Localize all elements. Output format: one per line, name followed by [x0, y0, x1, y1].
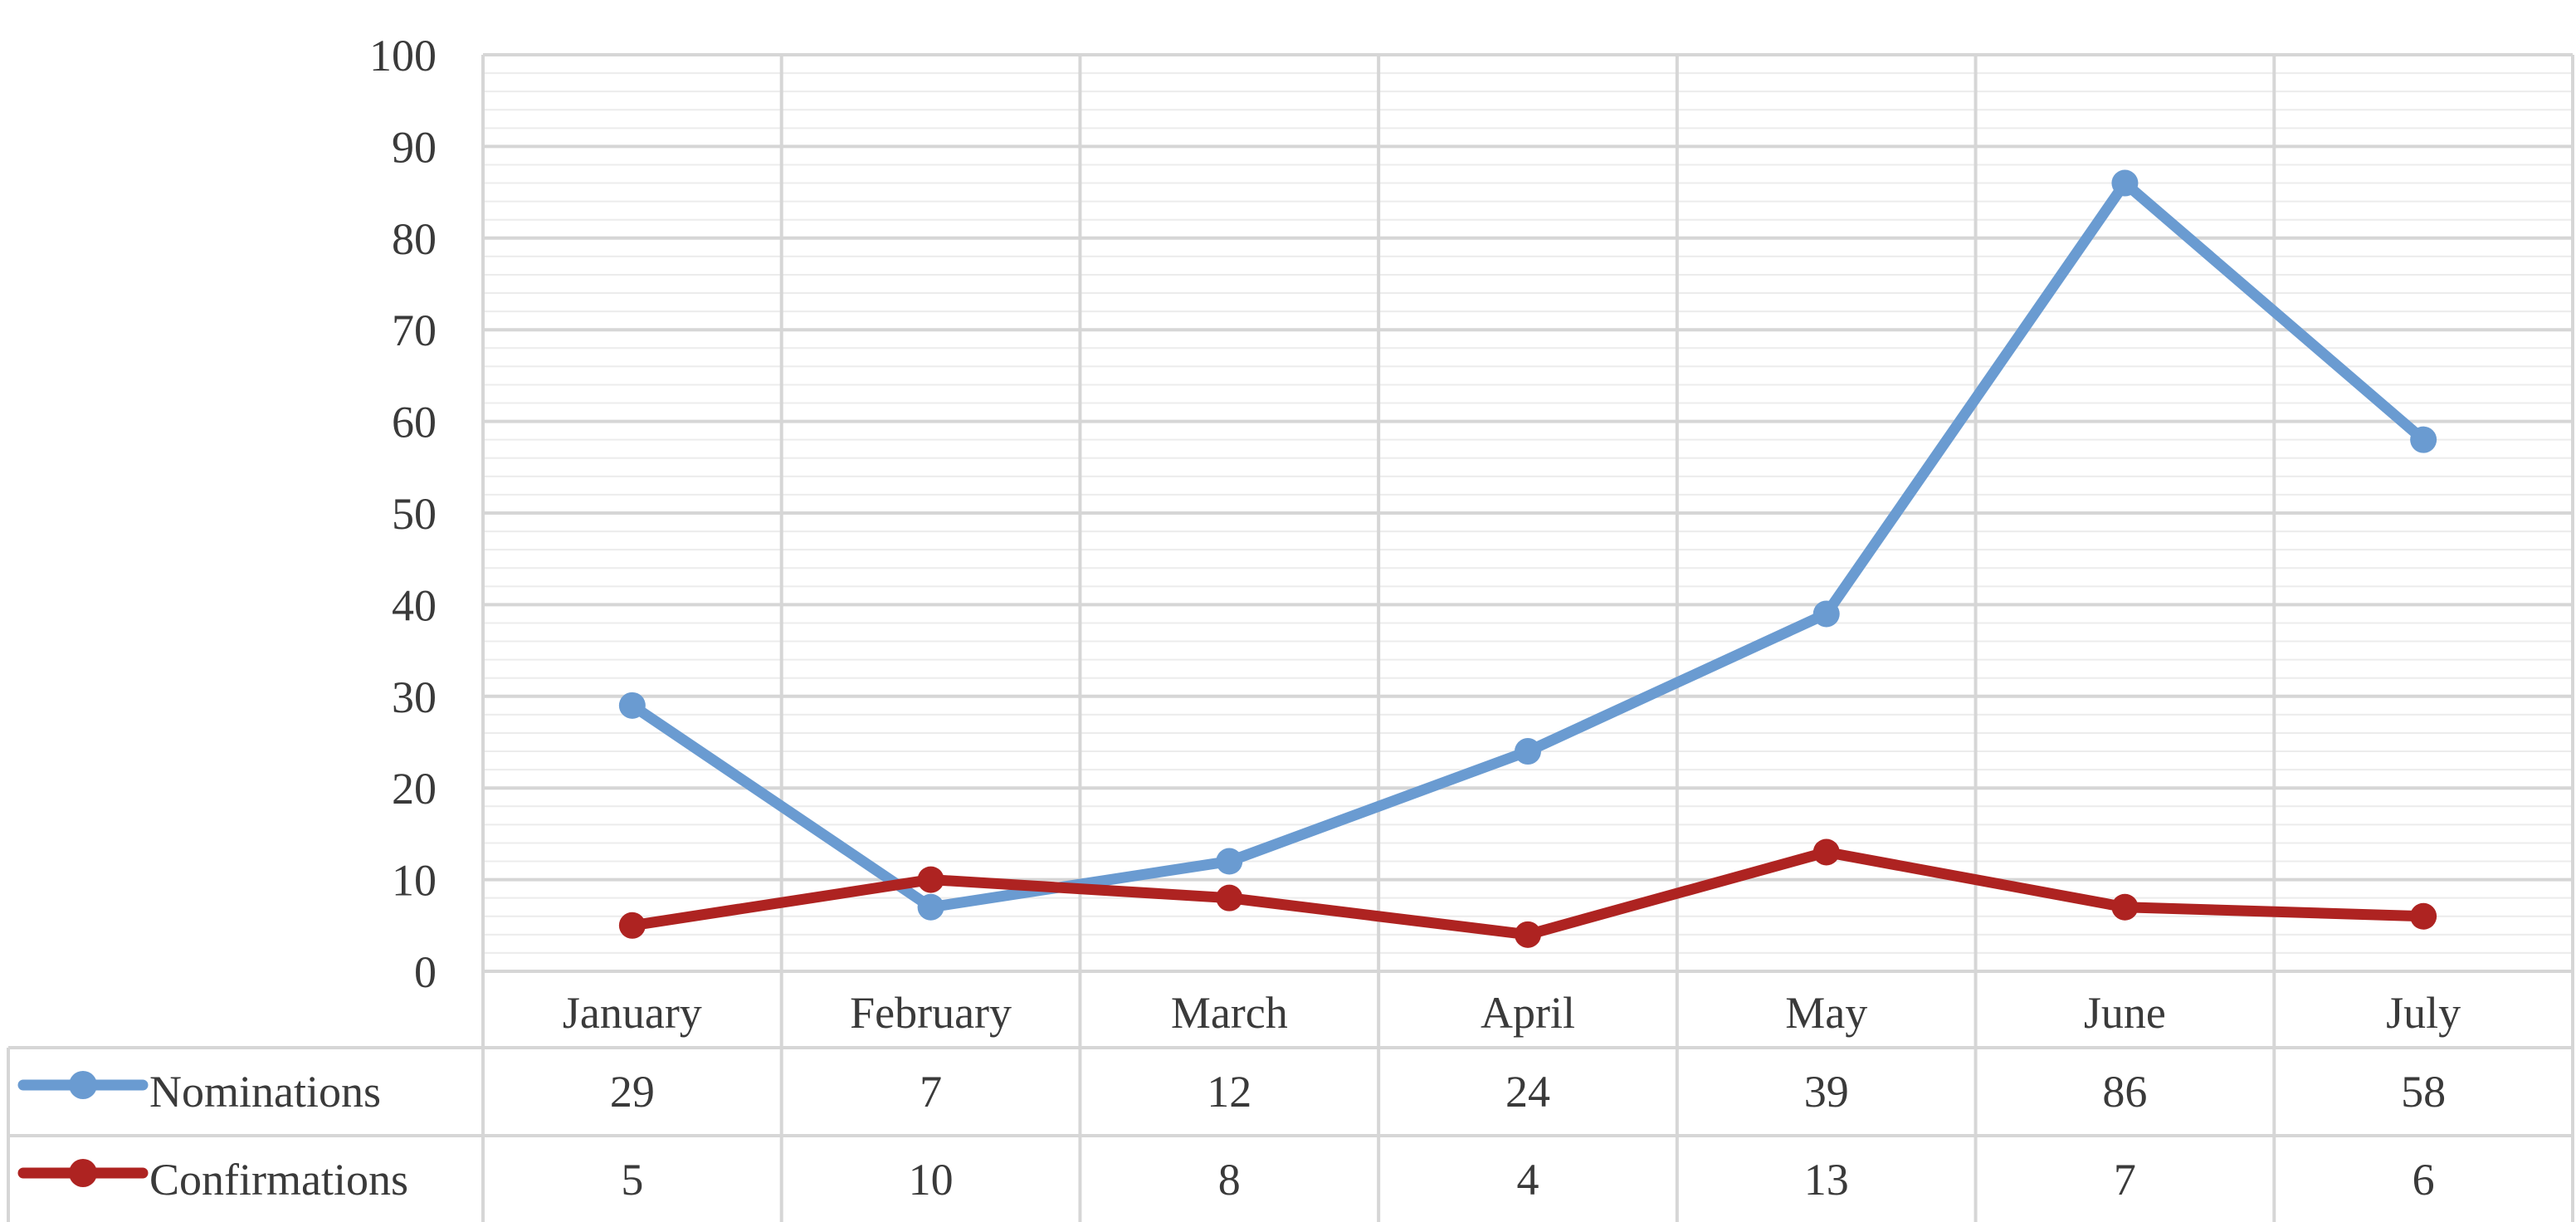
data-point — [1812, 838, 1840, 866]
data-point — [2410, 426, 2437, 453]
legend-marker-icon — [69, 1159, 97, 1187]
data-point — [1812, 600, 1840, 628]
y-tick-label: 100 — [369, 31, 437, 81]
table-cell-value: 86 — [2102, 1067, 2147, 1117]
series-line — [627, 178, 2429, 913]
category-label: April — [1481, 988, 1575, 1038]
data-point — [1515, 738, 1541, 765]
category-label: February — [850, 988, 1012, 1038]
data-point — [618, 912, 646, 939]
data-point — [2111, 893, 2139, 921]
major-gridlines — [483, 53, 2573, 973]
table-cell-value: 39 — [1804, 1067, 1849, 1117]
data-point — [618, 692, 646, 719]
y-tick-label: 60 — [392, 398, 437, 447]
table-cell-value: 6 — [2413, 1155, 2435, 1205]
data-point — [917, 866, 944, 893]
table-cell-value: 4 — [1517, 1155, 1539, 1205]
y-tick-label: 70 — [392, 306, 437, 355]
category-label: May — [1785, 988, 1867, 1038]
table-cell-value: 8 — [1218, 1155, 1241, 1205]
table-row: Nominations 29 7 12 24 39 86 58 — [17, 1067, 2446, 1117]
y-tick-label: 10 — [392, 856, 437, 906]
legend-label: Confirmations — [149, 1155, 408, 1205]
category-label: March — [1171, 988, 1288, 1038]
table-cell-value: 7 — [2114, 1155, 2136, 1205]
table-cell-value: 10 — [909, 1155, 954, 1205]
legend-marker-icon — [69, 1071, 97, 1099]
table-cell-value: 5 — [621, 1155, 643, 1205]
data-point — [917, 893, 944, 921]
data-point — [2111, 169, 2139, 197]
table-cell-value: 24 — [1505, 1067, 1550, 1117]
legend-label: Nominations — [149, 1067, 381, 1117]
y-tick-label: 0 — [414, 947, 437, 997]
y-tick-label: 50 — [392, 489, 437, 539]
data-point — [1216, 848, 1243, 875]
category-label: January — [563, 988, 702, 1038]
data-point — [2410, 902, 2437, 930]
table-cell-value: 13 — [1804, 1155, 1849, 1205]
y-tick-label: 20 — [392, 764, 437, 814]
table-cell-value: 12 — [1207, 1067, 1251, 1117]
table-cell-value: 58 — [2401, 1067, 2446, 1117]
y-tick-label: 80 — [392, 214, 437, 264]
data-table-grid — [7, 55, 2574, 1222]
category-labels: January February March April May June July — [563, 988, 2461, 1038]
table-row: Confirmations 5 10 8 4 13 7 6 — [17, 1155, 2435, 1205]
table-cell-value: 7 — [920, 1067, 942, 1117]
data-point — [1216, 884, 1243, 912]
y-tick-label: 90 — [392, 122, 437, 172]
series-confirmations — [618, 838, 2437, 948]
data-point — [1515, 921, 1541, 948]
series-lines — [618, 169, 2437, 948]
y-axis-tick-labels: 0 10 20 30 40 50 60 70 80 90 100 — [369, 31, 437, 997]
y-tick-label: 40 — [392, 580, 437, 630]
y-tick-label: 30 — [392, 672, 437, 722]
category-label: July — [2386, 988, 2461, 1038]
category-label: June — [2084, 988, 2166, 1038]
table-cell-value: 29 — [610, 1067, 655, 1117]
series-nominations — [618, 169, 2437, 921]
